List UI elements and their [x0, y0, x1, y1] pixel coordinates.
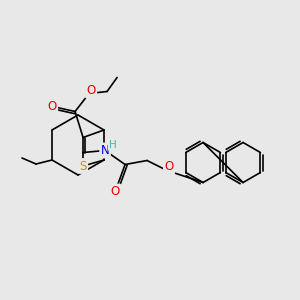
- Text: N: N: [101, 144, 110, 157]
- Text: O: O: [86, 84, 96, 97]
- Text: S: S: [80, 160, 87, 172]
- Text: O: O: [47, 100, 57, 113]
- Text: H: H: [109, 140, 117, 149]
- Text: O: O: [110, 185, 120, 198]
- Text: O: O: [164, 160, 174, 173]
